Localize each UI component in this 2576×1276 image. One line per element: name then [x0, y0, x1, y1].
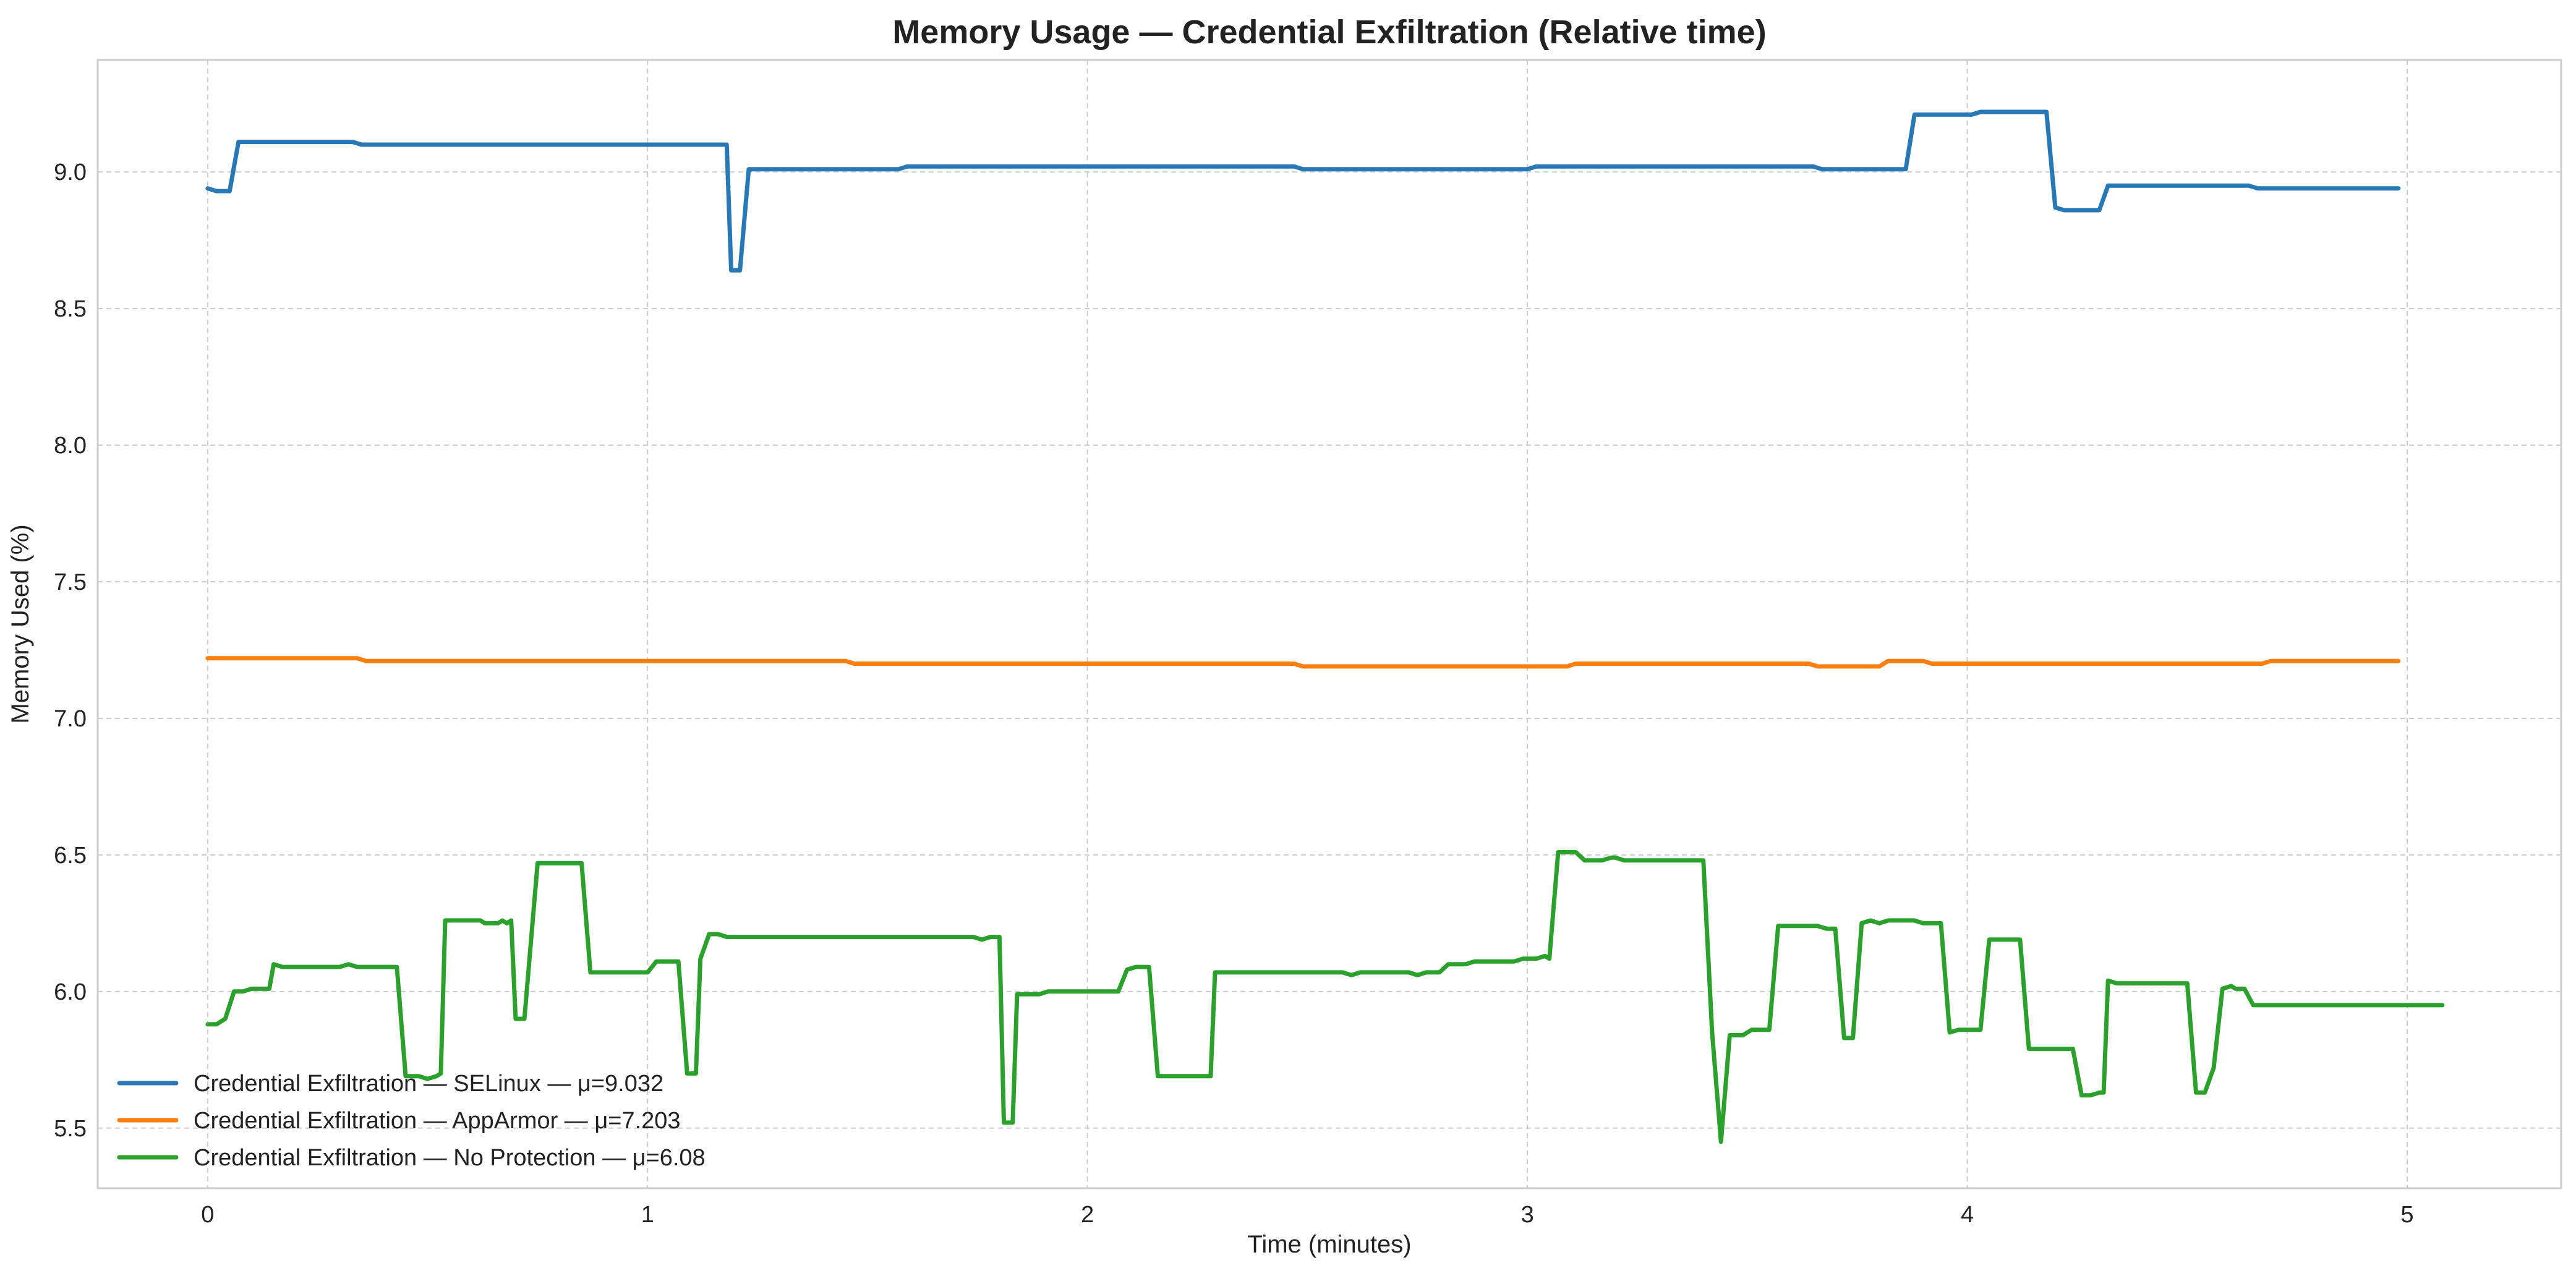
series-line-1: [205, 109, 2401, 273]
legend-label-2: Credential Exfiltration — AppArmor — μ=7…: [194, 1108, 681, 1134]
legend-label-1: Credential Exfiltration — SELinux — μ=9.…: [194, 1071, 663, 1097]
y-tick-label: 6.5: [54, 843, 87, 869]
x-tick-label: 5: [2400, 1202, 2413, 1228]
plot-frame: [96, 59, 2562, 1189]
series-layer: [205, 109, 2445, 1144]
y-tick-label: 5.5: [54, 1116, 87, 1142]
y-tick-label: 7.5: [54, 569, 87, 595]
y-axis-label: Memory Used (%): [7, 524, 34, 723]
x-axis-ticks: 0 1 2 3 4 5: [201, 1202, 2413, 1228]
x-tick-label: 1: [641, 1202, 654, 1228]
legend: Credential Exfiltration — SELinux — μ=9.…: [117, 1071, 706, 1171]
legend-label-3: Credential Exfiltration — No Protection …: [194, 1145, 706, 1171]
x-tick-label: 3: [1521, 1202, 1534, 1228]
y-tick-label: 6.0: [54, 979, 87, 1005]
x-tick-label: 0: [201, 1202, 214, 1228]
y-tick-label: 8.5: [54, 296, 87, 322]
series-line-2: [205, 656, 2401, 669]
y-axis-ticks: 5.5 6.0 6.5 7.0 7.5 8.0 8.5 9.0: [54, 160, 87, 1142]
x-axis-label: Time (minutes): [1247, 1231, 1411, 1258]
y-tick-label: 8.0: [54, 433, 87, 459]
y-tick-label: 7.0: [54, 706, 87, 732]
series-line-3: [205, 850, 2445, 1144]
y-tick-label: 9.0: [54, 160, 87, 185]
chart-title: Memory Usage — Credential Exfiltration (…: [892, 14, 1766, 51]
gridlines: [98, 60, 2561, 1188]
x-tick-label: 2: [1081, 1202, 1094, 1228]
x-tick-label: 4: [1961, 1202, 1974, 1228]
